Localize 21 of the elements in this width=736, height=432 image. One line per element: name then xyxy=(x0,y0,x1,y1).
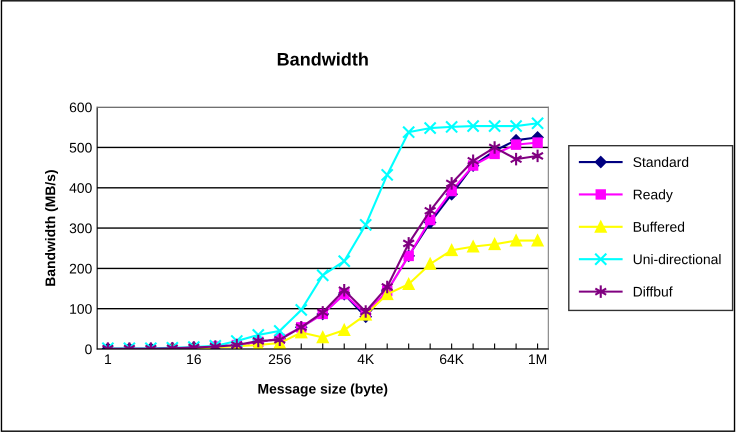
y-axis-title: Bandwidth (MB/s) xyxy=(45,170,58,286)
legend-label: Buffered xyxy=(634,222,684,232)
x-tick-label: 1 xyxy=(105,354,112,364)
legend-label: Ready xyxy=(634,189,673,202)
x-tick-label: 64K xyxy=(440,354,464,364)
y-tick-label: 600 xyxy=(70,102,92,112)
x-tick-label: 16 xyxy=(187,354,201,364)
y-tick-label: 400 xyxy=(69,183,92,193)
legend-label: Diffbuf xyxy=(634,286,673,297)
x-axis-title: Message size (byte) xyxy=(258,384,388,397)
y-tick-label: 500 xyxy=(70,142,92,153)
chart-title: Bandwidth xyxy=(278,52,368,66)
legend-label: Uni-directional xyxy=(634,254,721,264)
x-tick-label: 1M xyxy=(528,354,546,364)
x-tick-label: 256 xyxy=(268,354,291,364)
y-tick-label: 300 xyxy=(70,223,92,234)
y-tick-label: 0 xyxy=(85,344,92,354)
y-tick-label: 100 xyxy=(70,304,92,314)
x-tick-label: 4K xyxy=(358,354,374,364)
legend-label: Standard xyxy=(633,156,688,168)
y-tick-label: 200 xyxy=(70,264,92,274)
